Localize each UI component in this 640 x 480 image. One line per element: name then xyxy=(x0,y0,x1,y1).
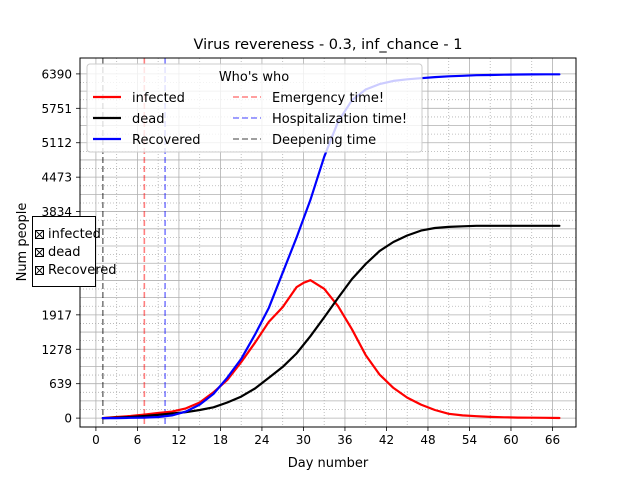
legend-label-hospitalization: Hospitalization time! xyxy=(272,112,407,127)
y-tick-label: 4473 xyxy=(41,171,72,185)
x-tick-label: 18 xyxy=(213,433,228,447)
toggle-dead[interactable]: dead xyxy=(35,243,80,261)
x-tick-label: 30 xyxy=(296,433,311,447)
checkbox-checked-icon[interactable] xyxy=(35,265,44,275)
y-tick-label: 3834 xyxy=(41,205,72,219)
x-tick-label: 36 xyxy=(337,433,352,447)
y-tick-label: 1917 xyxy=(41,308,72,322)
toggle-label: Recovered xyxy=(48,262,117,278)
y-tick-label: 0 xyxy=(64,412,72,426)
x-tick-label: 48 xyxy=(420,433,435,447)
vlines-layer xyxy=(102,58,166,427)
x-tick-label: 54 xyxy=(462,433,477,447)
toggle-recovered[interactable]: Recovered xyxy=(35,261,117,279)
x-tick-label: 24 xyxy=(254,433,269,447)
series-line-infected xyxy=(101,279,561,420)
y-tick-label: 5112 xyxy=(41,136,72,150)
x-tick-label: 42 xyxy=(379,433,394,447)
x-tick-label: 6 xyxy=(134,433,142,447)
toggle-label: infected xyxy=(48,226,101,242)
legend-title: Who's who xyxy=(219,70,289,85)
x-tick-label: 60 xyxy=(503,433,518,447)
checkbox-checked-icon[interactable] xyxy=(35,247,44,257)
x-tick-label: 66 xyxy=(545,433,560,447)
y-tick-label: 1278 xyxy=(41,343,72,357)
legend-label-emergency: Emergency time! xyxy=(272,91,384,106)
legend-label-deepening: Deepening time xyxy=(272,133,376,148)
x-axis-label: Day number xyxy=(288,456,369,471)
y-tick-label: 5751 xyxy=(41,102,72,116)
legend: Who's who infected dead Recovered Emerge… xyxy=(86,63,423,153)
x-tick-label: 0 xyxy=(92,433,100,447)
toggle-infected[interactable]: infected xyxy=(35,225,101,243)
legend-label-dead: dead xyxy=(132,112,164,127)
series-toggle-panel: infected dead Recovered xyxy=(32,216,117,287)
toggle-label: dead xyxy=(48,244,81,260)
ticks-layer: 0 6 12 18 24 30 36 42 48 54 60 66 0 639 1278 1917 3834 44… xyxy=(41,67,560,447)
legend-frame xyxy=(86,63,423,153)
y-tick-label: 6390 xyxy=(41,67,72,81)
legend-label-infected: infected xyxy=(132,91,185,106)
checkbox-checked-icon[interactable] xyxy=(35,229,44,239)
chart-title: Virus revereness - 0.3, inf_chance - 1 xyxy=(194,37,463,53)
legend-label-recovered: Recovered xyxy=(132,133,201,148)
y-tick-label: 639 xyxy=(49,377,72,391)
y-axis-label: Num people xyxy=(15,203,30,282)
x-tick-label: 12 xyxy=(171,433,186,447)
